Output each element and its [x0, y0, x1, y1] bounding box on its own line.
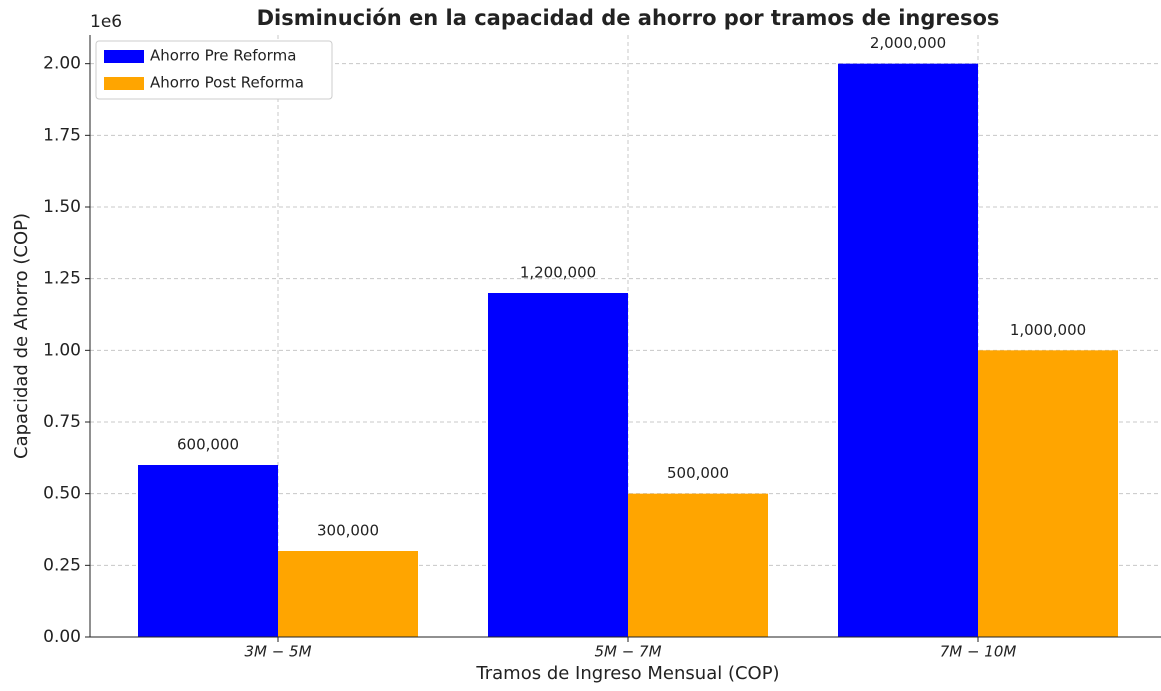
value-label: 1,200,000	[520, 264, 596, 282]
legend: Ahorro Pre Reforma Ahorro Post Reforma	[95, 40, 333, 100]
y-tick-label: 1.50	[43, 197, 81, 217]
x-tick-label: 3M − 5M	[244, 643, 311, 661]
bar	[628, 493, 768, 637]
value-label: 600,000	[177, 436, 239, 454]
x-axis-label: Tramos de Ingreso Mensual (COP)	[475, 663, 779, 684]
bar	[138, 465, 278, 637]
legend-label: Ahorro Post Reforma	[150, 74, 304, 92]
y-tick-label: 0.00	[43, 627, 81, 647]
chart-title: Disminución en la capacidad de ahorro po…	[257, 6, 1000, 30]
value-label: 1,000,000	[1010, 321, 1086, 339]
y-tick-label: 0.25	[43, 555, 81, 575]
value-label: 500,000	[667, 464, 729, 482]
bar	[978, 350, 1118, 637]
y-tick-label: 0.75	[43, 412, 81, 432]
y-tick-label: 0.50	[43, 484, 81, 504]
legend-swatch	[104, 50, 144, 63]
y-axis-label: Capacidad de Ahorro (COP)	[11, 213, 32, 459]
legend-swatch	[104, 77, 144, 90]
legend-label: Ahorro Pre Reforma	[150, 47, 296, 65]
y-tick-label: 1.25	[43, 269, 81, 289]
y-tick-label: 1.00	[43, 340, 81, 360]
legend-box	[95, 40, 333, 100]
bar	[278, 551, 418, 637]
bar	[838, 63, 978, 637]
value-label: 300,000	[317, 522, 379, 540]
y-offset-label: 1e6	[90, 12, 122, 32]
value-label: 2,000,000	[870, 34, 946, 52]
y-tick-label: 2.00	[43, 54, 81, 74]
x-tick-label: 7M − 10M	[940, 643, 1017, 661]
bar	[488, 293, 628, 637]
y-tick-label: 1.75	[43, 125, 81, 145]
x-tick-label: 5M − 7M	[594, 643, 661, 661]
